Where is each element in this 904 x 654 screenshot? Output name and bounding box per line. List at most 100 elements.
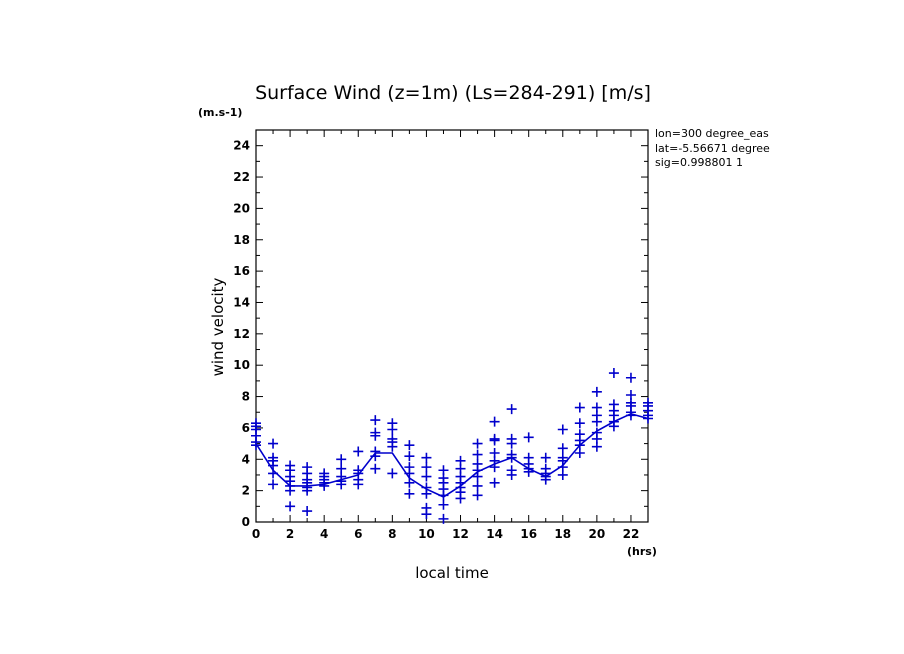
y-unit-label: (m.s-1) <box>198 106 242 119</box>
x-tick-label: 2 <box>286 527 294 541</box>
mean-series <box>255 412 649 498</box>
sample-point <box>625 372 636 383</box>
sample-points <box>251 368 653 524</box>
sample-point <box>489 416 500 427</box>
x-tick-label: 6 <box>354 527 362 541</box>
sample-point <box>268 438 279 449</box>
y-tick-label: 12 <box>233 327 250 341</box>
sample-point <box>404 488 415 499</box>
x-tick-label: 4 <box>320 527 328 541</box>
y-tick-label: 4 <box>242 452 250 466</box>
sample-point <box>251 440 261 451</box>
sample-point <box>404 477 415 488</box>
x-tick-label: 14 <box>486 527 503 541</box>
x-tick-label: 16 <box>520 527 537 541</box>
sample-point <box>336 454 347 465</box>
x-tick-label: 12 <box>452 527 469 541</box>
mean-line <box>255 412 649 498</box>
y-tick-label: 20 <box>233 201 250 215</box>
sample-point <box>285 485 296 496</box>
sample-point <box>591 386 602 397</box>
sample-point <box>370 430 381 441</box>
sample-point <box>540 452 551 463</box>
sample-point <box>353 479 364 490</box>
sample-point <box>540 474 551 485</box>
sample-point <box>404 468 415 479</box>
y-tick-label: 8 <box>242 390 250 404</box>
sample-point <box>472 438 483 449</box>
sample-point <box>574 448 585 459</box>
x-tick-label: 20 <box>589 527 606 541</box>
sample-point <box>438 490 449 501</box>
sample-point <box>557 424 568 435</box>
sample-point <box>387 441 398 452</box>
sample-point <box>472 449 483 460</box>
sample-point <box>387 468 398 479</box>
sample-point <box>506 438 517 449</box>
sample-point <box>557 443 568 454</box>
sample-point <box>489 462 500 473</box>
y-tick-label: 14 <box>233 295 250 309</box>
x-tick-label: 8 <box>388 527 396 541</box>
y-tick-label: 18 <box>233 233 250 247</box>
sample-point <box>472 490 483 501</box>
y-tick-label: 0 <box>242 515 250 529</box>
y-axis-label: wind velocity <box>209 277 227 376</box>
sample-point <box>353 446 364 457</box>
y-tick-label: 24 <box>233 139 250 153</box>
sample-point <box>319 480 330 491</box>
sample-point <box>268 479 279 490</box>
y-tick-label: 2 <box>242 484 250 498</box>
sample-point <box>370 415 381 426</box>
sample-point <box>472 471 483 482</box>
plot-axes <box>255 129 649 523</box>
annotation-lon: lon=300 degree_eas <box>655 127 769 140</box>
sample-point <box>489 435 500 446</box>
sample-point <box>489 477 500 488</box>
sample-point <box>608 368 619 379</box>
x-tick-label: 0 <box>252 527 260 541</box>
sample-point <box>302 485 313 496</box>
sample-point <box>523 466 534 477</box>
sample-point <box>285 501 296 512</box>
sample-point <box>608 421 619 432</box>
sample-point <box>438 513 449 524</box>
sample-point <box>268 468 279 479</box>
x-tick-label: 22 <box>623 527 640 541</box>
sample-point <box>574 402 585 413</box>
x-tick-label: 10 <box>418 527 435 541</box>
x-axis-label: local time <box>415 564 489 582</box>
annotation-sig: sig=0.998801 1 <box>655 156 743 169</box>
sample-point <box>421 471 432 482</box>
sample-point <box>438 499 449 510</box>
chart-title: Surface Wind (z=1m) (Ls=284-291) [m/s] <box>255 82 651 104</box>
sample-point <box>370 463 381 474</box>
annotation-lat: lat=-5.56671 degree <box>655 142 770 155</box>
sample-point <box>574 418 585 429</box>
sample-point <box>421 509 432 520</box>
y-tick-label: 16 <box>233 264 250 278</box>
sample-point <box>336 479 347 490</box>
sample-point <box>643 413 653 424</box>
sample-point <box>404 440 415 451</box>
x-tick-label: 18 <box>554 527 571 541</box>
sample-point <box>370 451 381 462</box>
sample-point <box>591 441 602 452</box>
x-unit-label: (hrs) <box>627 545 657 558</box>
sample-point <box>421 452 432 463</box>
sample-point <box>302 506 313 517</box>
sample-point <box>421 462 432 473</box>
sample-point <box>404 451 415 462</box>
sample-point <box>506 452 517 463</box>
sample-point <box>506 469 517 480</box>
sample-point <box>523 432 534 443</box>
y-tick-label: 10 <box>233 358 250 372</box>
sample-point <box>557 469 568 480</box>
y-tick-label: 22 <box>233 170 250 184</box>
sample-point <box>591 416 602 427</box>
sample-point <box>387 424 398 435</box>
sample-point <box>506 404 517 415</box>
sample-point <box>472 480 483 491</box>
